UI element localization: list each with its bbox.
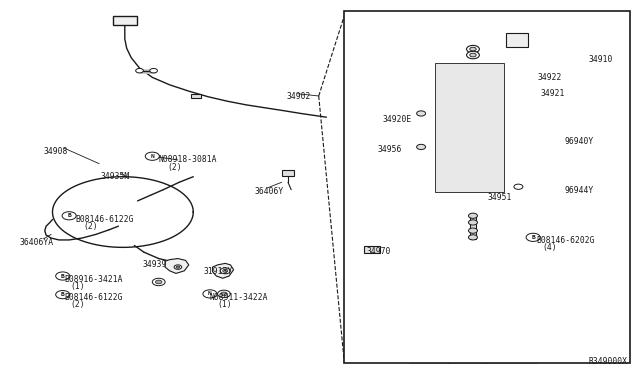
Text: B08146-6122G: B08146-6122G — [64, 293, 122, 302]
Text: 34920E: 34920E — [383, 115, 412, 124]
Circle shape — [136, 68, 143, 73]
Bar — [191, 94, 201, 98]
Circle shape — [468, 228, 477, 233]
Circle shape — [467, 45, 479, 53]
Text: R349000X: R349000X — [589, 357, 628, 366]
Text: (4): (4) — [543, 243, 557, 252]
Text: 34956: 34956 — [378, 145, 402, 154]
Circle shape — [218, 290, 230, 298]
Text: 34902: 34902 — [287, 92, 311, 101]
Polygon shape — [384, 245, 549, 363]
Circle shape — [174, 265, 182, 269]
Bar — [282, 170, 294, 176]
Bar — [113, 16, 137, 25]
Text: 34922: 34922 — [538, 73, 562, 81]
Text: 36406YA: 36406YA — [19, 238, 53, 247]
Circle shape — [468, 213, 477, 218]
Bar — [344, 11, 630, 363]
Text: B: B — [531, 235, 535, 240]
Polygon shape — [165, 259, 189, 273]
Polygon shape — [408, 58, 532, 201]
Circle shape — [417, 111, 426, 116]
Circle shape — [150, 68, 157, 73]
Circle shape — [221, 292, 227, 296]
Text: B08146-6122G: B08146-6122G — [76, 215, 134, 224]
Text: 34921: 34921 — [541, 89, 565, 97]
Text: 34935M: 34935M — [100, 172, 130, 181]
Bar — [364, 246, 380, 253]
Text: N08911-3422A: N08911-3422A — [210, 293, 268, 302]
Text: B08146-6202G: B08146-6202G — [536, 236, 595, 245]
Polygon shape — [460, 23, 486, 36]
Text: B: B — [61, 292, 65, 297]
Circle shape — [62, 212, 76, 220]
Text: 34939: 34939 — [142, 260, 166, 269]
Bar — [506, 33, 528, 47]
Text: (1): (1) — [218, 300, 232, 309]
Text: 31913Y: 31913Y — [204, 267, 233, 276]
Circle shape — [156, 280, 162, 284]
Text: (1): (1) — [70, 282, 85, 291]
Bar — [470, 215, 476, 239]
Text: 34970: 34970 — [366, 247, 390, 256]
Text: B: B — [67, 213, 71, 218]
Circle shape — [468, 220, 477, 225]
Circle shape — [417, 144, 426, 150]
Text: 96940Y: 96940Y — [564, 137, 594, 146]
Text: (2): (2) — [83, 222, 98, 231]
Text: 36406Y: 36406Y — [255, 187, 284, 196]
Text: N08918-3081A: N08918-3081A — [159, 155, 217, 164]
Text: 96944Y: 96944Y — [564, 186, 594, 195]
Text: B: B — [61, 273, 65, 279]
Circle shape — [152, 278, 165, 286]
Circle shape — [56, 291, 70, 299]
Circle shape — [203, 290, 217, 298]
Circle shape — [470, 53, 476, 57]
Bar — [435, 63, 504, 192]
Text: B08916-3421A: B08916-3421A — [64, 275, 122, 284]
Circle shape — [468, 235, 477, 240]
Text: N: N — [208, 291, 212, 296]
Text: (2): (2) — [168, 163, 182, 172]
Circle shape — [470, 47, 476, 51]
Circle shape — [526, 233, 540, 241]
Polygon shape — [525, 125, 549, 173]
Text: (2): (2) — [70, 300, 85, 309]
Text: N: N — [150, 154, 154, 159]
Polygon shape — [212, 263, 234, 278]
Text: 34910: 34910 — [589, 55, 613, 64]
Circle shape — [56, 272, 70, 280]
Circle shape — [220, 268, 230, 274]
Circle shape — [514, 184, 523, 189]
Text: 34908: 34908 — [44, 147, 68, 156]
Circle shape — [223, 269, 228, 272]
Text: 34951: 34951 — [488, 193, 512, 202]
Circle shape — [176, 266, 180, 268]
Circle shape — [467, 51, 479, 59]
Circle shape — [145, 152, 159, 160]
